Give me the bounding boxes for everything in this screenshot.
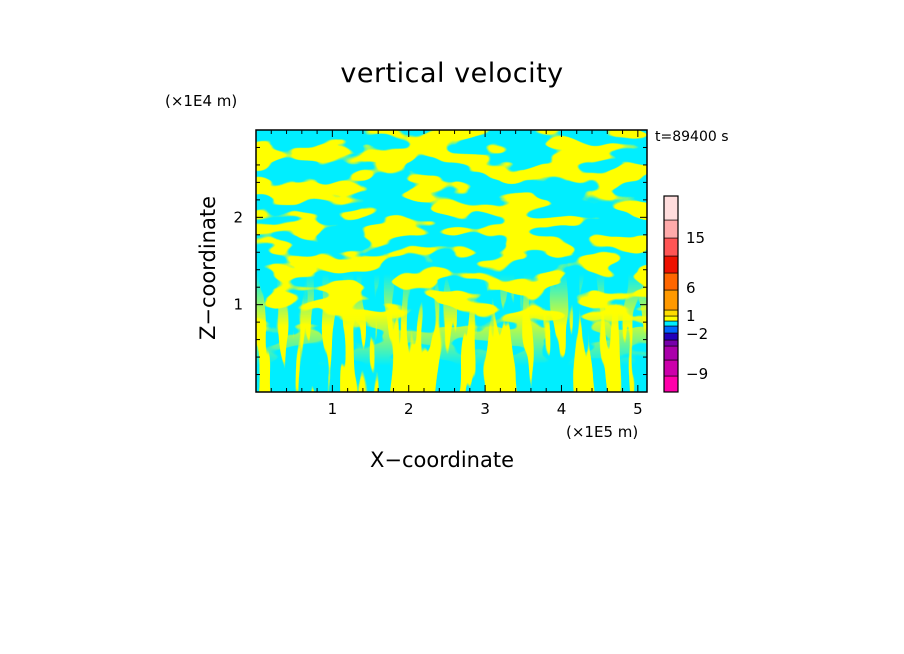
colorbar-swatch: [663, 289, 679, 311]
colorbar-swatch: [663, 272, 679, 291]
positive-velocity-streaks: [256, 130, 647, 392]
colorbar-swatch: [663, 237, 679, 257]
chart-title: vertical velocity: [340, 58, 564, 89]
colorbar-swatch: [663, 219, 679, 239]
x-axis-label: X−coordinate: [370, 448, 514, 472]
colorbar-swatch: [663, 339, 679, 347]
colorbar-swatch: [663, 332, 679, 341]
colorbar-swatch: [663, 320, 679, 327]
x-tick-label: 3: [480, 400, 490, 418]
time-label: t=89400 s: [655, 129, 729, 145]
colorbar-swatch: [663, 255, 679, 274]
plot-frame: [255, 129, 648, 393]
z-axis-unit: (×1E4 m): [165, 92, 238, 110]
colorbar: 15 6 1−2 −9: [663, 195, 708, 393]
x-tick-label: 1: [328, 400, 338, 418]
colorbar-label: −2: [686, 325, 708, 343]
colorbar-label: 1: [686, 307, 696, 325]
colorbar-swatch: [663, 375, 679, 393]
x-tick-label: 4: [557, 400, 567, 418]
colorbar-swatch: [663, 309, 679, 317]
y-tick-label: 1: [233, 296, 243, 314]
colorbar-label: 6: [686, 279, 696, 297]
colorbar-label: −9: [686, 365, 708, 383]
colorbar-swatch: [663, 325, 679, 334]
colorbar-swatch: [663, 315, 679, 322]
colorbar-swatch: [663, 359, 679, 377]
colorbar-label: 15: [686, 229, 705, 247]
colorbar-swatch: [663, 345, 679, 361]
y-tick-label: 2: [233, 208, 243, 226]
x-axis-unit: (×1E5 m): [566, 423, 639, 441]
x-tick-label: 2: [404, 400, 414, 418]
colorbar-frame: [663, 195, 679, 393]
x-tick-label: 5: [633, 400, 643, 418]
colorbar-swatch: [663, 195, 679, 221]
